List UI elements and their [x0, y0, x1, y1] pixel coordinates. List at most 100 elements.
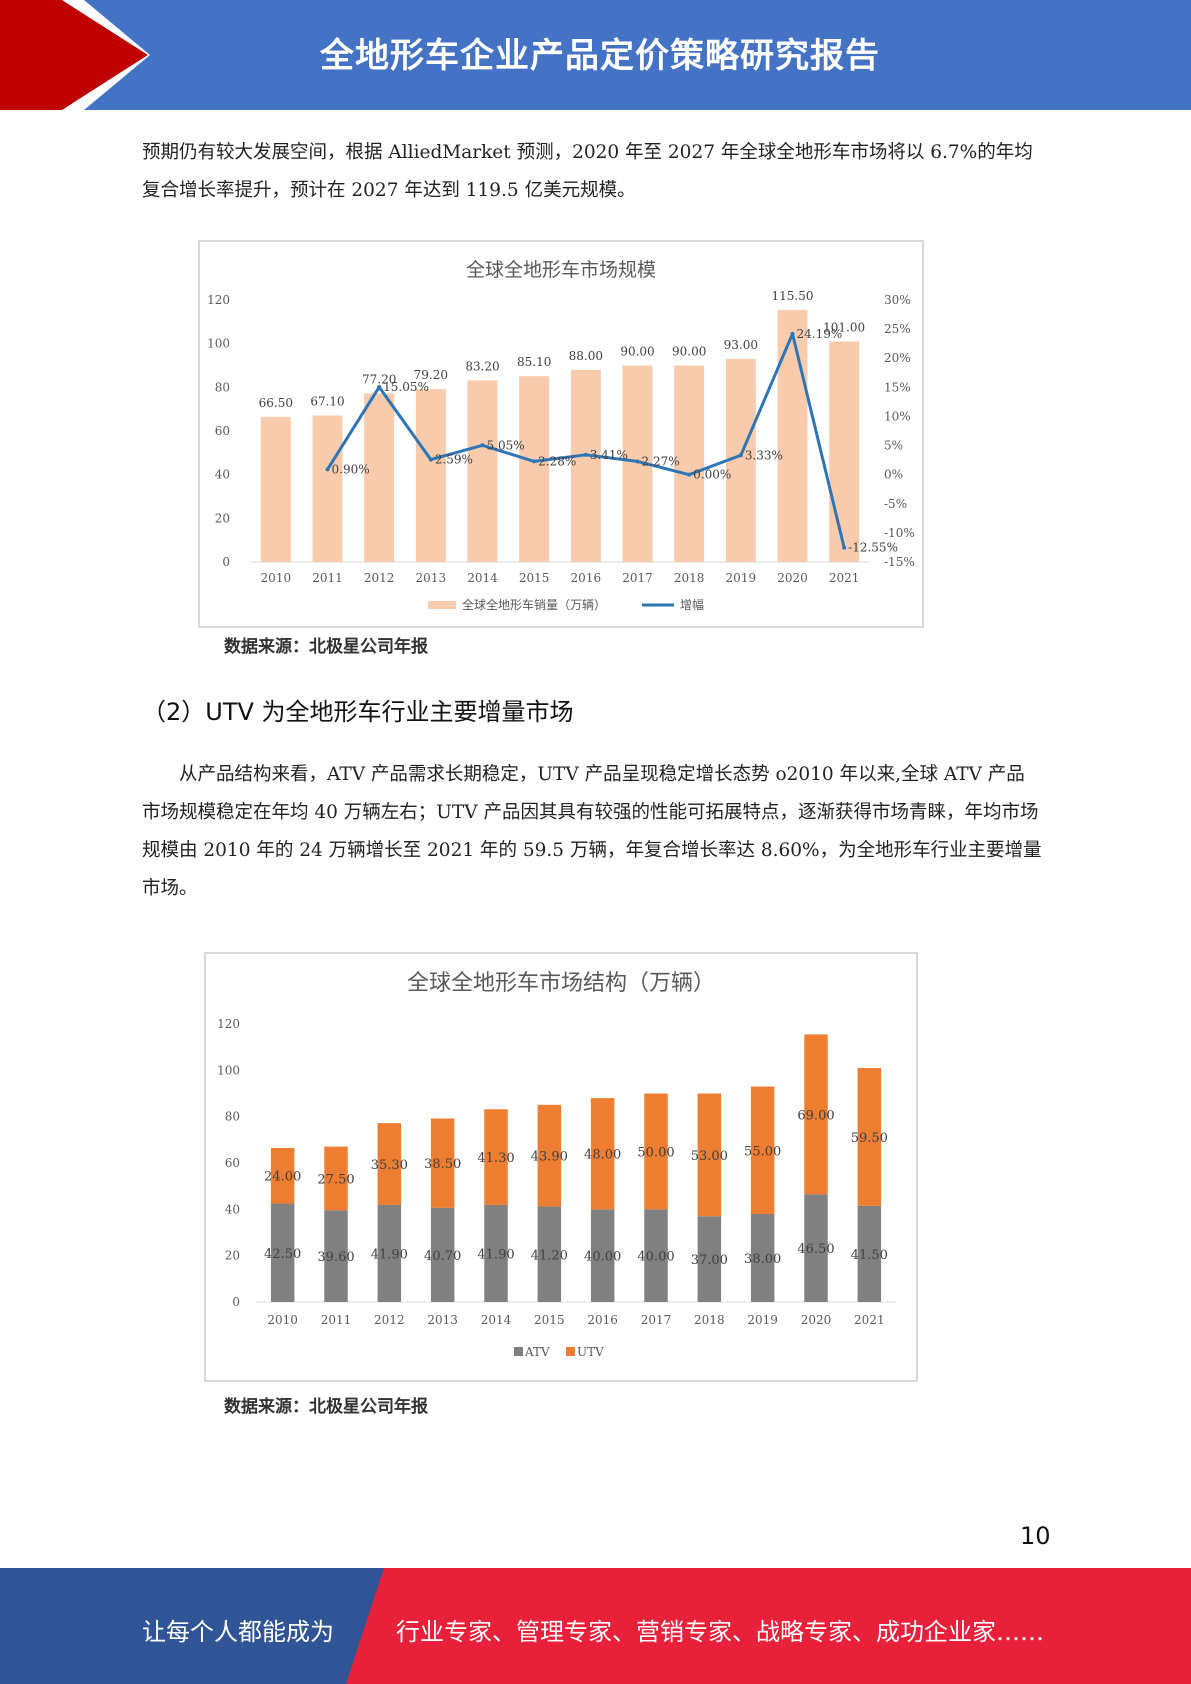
chart1-y2-tick: 5% [884, 439, 903, 453]
chart2-atv-label: 46.50 [797, 1242, 834, 1257]
chart1-growth-point [738, 453, 743, 458]
chart1-growth-point [635, 459, 640, 464]
chart2-atv-label: 41.90 [371, 1247, 408, 1262]
chart2-atv-bar [644, 1209, 668, 1302]
chart2-x-tick: 2020 [801, 1313, 832, 1327]
chart2-atv-label: 38.00 [744, 1252, 781, 1267]
chart1-x-tick: 2015 [519, 571, 550, 585]
chart1-x-tick: 2020 [777, 571, 808, 585]
chart1-bar-label: 90.00 [620, 345, 654, 359]
chart1-bar-label: 83.20 [465, 359, 499, 373]
chart1-y2-tick: 10% [884, 409, 911, 423]
chart2-atv-bar [324, 1210, 348, 1302]
chart2-utv-label: 53.00 [691, 1149, 728, 1164]
chart2-atv-bar [857, 1205, 882, 1302]
intro-paragraph: 预期仍有较大发展空间，根据 AlliedMarket 预测，2020 年至 20… [142, 142, 1033, 201]
section-heading: （2）UTV 为全地形车行业主要增量市场 [142, 698, 574, 726]
chart1-y2-tick: 30% [884, 293, 911, 307]
chart1-x-tick: 2013 [416, 571, 447, 585]
chart1-y-tick: 60 [215, 424, 230, 438]
chart1-y-tick: 100 [207, 337, 230, 351]
chart1-growth-label: 3.41% [590, 448, 628, 462]
chart2-utv-label: 35.30 [371, 1158, 408, 1173]
chart1-x-tick: 2018 [674, 571, 705, 585]
chart2-x-tick: 2021 [854, 1313, 885, 1327]
chart2-y-tick: 120 [217, 1017, 240, 1031]
page-number: 10 [1020, 1522, 1051, 1550]
chart2-utv-bar [804, 1034, 828, 1195]
chart2-utv-label: 55.00 [744, 1144, 781, 1159]
chart1-growth-point [480, 443, 485, 448]
chart1-y2-tick: 20% [884, 351, 911, 365]
chart2-utv-label: 59.50 [851, 1131, 888, 1146]
chart2-atv-label: 39.60 [317, 1250, 354, 1265]
chart1-growth-label: 2.28% [538, 454, 576, 468]
chart1-bar-label: 66.50 [259, 396, 293, 410]
chart1-x-tick: 2017 [622, 571, 653, 585]
chart2-y-tick: 80 [225, 1110, 240, 1124]
chart2-atv-label: 40.00 [637, 1250, 674, 1265]
chart2-atv-label: 41.50 [851, 1248, 888, 1263]
chart2-atv-bar [697, 1216, 722, 1302]
chart2-title: 全球全地形车市场结构（万辆） [407, 971, 715, 996]
chart1-y-tick: 80 [215, 380, 230, 394]
chart2-x-tick: 2013 [427, 1313, 458, 1327]
chart1-legend-bar-swatch [428, 601, 456, 609]
chart2-x-tick: 2011 [321, 1313, 352, 1327]
chart1-x-tick: 2010 [261, 571, 292, 585]
chart1-growth-label: -12.55% [848, 541, 898, 555]
chart2-y-tick: 60 [225, 1156, 240, 1170]
chart2-legend-utv-swatch [566, 1347, 575, 1356]
page-footer: 让每个人都能成为 行业专家、管理专家、营销专家、战略专家、成功企业家…… [0, 1568, 1191, 1684]
chart1-y2-tick: -10% [884, 526, 915, 540]
market-structure-chart: 全球全地形车市场结构（万辆） 0 20 40 60 80 100 120 42.50 24.00 2… [204, 952, 918, 1382]
chart1-source: 数据来源：北极星公司年报 [224, 637, 428, 657]
chart1-y-tick: 20 [215, 511, 230, 525]
chart1-x-tick: 2021 [829, 571, 860, 585]
chart1-bar-label: 101.00 [823, 320, 865, 334]
chart1-bar [415, 389, 446, 562]
chart1-growth-point [428, 457, 433, 462]
chart1-title: 全球全地形车市场规模 [466, 259, 656, 281]
chart2-atv-bar [430, 1207, 455, 1302]
chart2-y-tick: 40 [225, 1202, 240, 1216]
chart2-atv-bar [804, 1194, 828, 1302]
chart2-atv-label: 40.00 [584, 1250, 621, 1265]
chart1-bar [260, 416, 291, 562]
chart2-x-tick: 2014 [481, 1313, 512, 1327]
market-structure-chart-svg: 全球全地形车市场结构（万辆） 0 20 40 60 80 100 120 42.50 24.00 2… [217, 971, 896, 1359]
chart1-bar-label: 85.10 [517, 355, 551, 369]
chart2-legend-utv-label: UTV [577, 1345, 604, 1359]
chart2-atv-label: 37.00 [691, 1253, 728, 1268]
chart1-x-tick: 2014 [467, 571, 498, 585]
chart2-x-tick: 2010 [267, 1313, 298, 1327]
chart2-utv-label: 69.00 [797, 1108, 834, 1123]
chart2-utv-label: 43.90 [531, 1150, 568, 1165]
chart1-x-tick: 2019 [726, 571, 757, 585]
chart2-legend-atv-label: ATV [524, 1345, 550, 1359]
chart1-x-tick: 2011 [312, 571, 343, 585]
chart1-growth-point [377, 385, 382, 390]
chart1-growth-point [325, 467, 330, 472]
chart2-utv-bar [537, 1104, 562, 1207]
chart1-bar [829, 341, 860, 562]
chart2-atv-label: 41.20 [531, 1248, 568, 1263]
chart2-x-tick: 2018 [694, 1313, 725, 1327]
chart1-bar [777, 309, 808, 562]
chart1-growth-label: 0.90% [332, 462, 370, 476]
page-header: 全地形车企业产品定价策略研究报告 [0, 0, 1191, 110]
chart2-x-tick: 2015 [534, 1313, 565, 1327]
chart2-utv-label: 38.50 [424, 1157, 461, 1172]
footer-slogan-left: 让每个人都能成为 [142, 1618, 334, 1646]
chart2-atv-label: 42.50 [264, 1247, 301, 1262]
chart1-growth-label: 2.59% [435, 453, 473, 467]
header-chevron-graphic [0, 0, 150, 110]
chart1-y2-tick: -15% [884, 555, 915, 569]
chart2-utv-bar [377, 1123, 402, 1205]
chart1-y-tick: 40 [215, 468, 230, 482]
chart2-y-tick: 100 [217, 1063, 240, 1077]
footer-slogan-right: 行业专家、管理专家、营销专家、战略专家、成功企业家…… [396, 1618, 1044, 1646]
chart1-bar-label: 93.00 [724, 338, 758, 352]
chart2-utv-label: 41.30 [477, 1151, 514, 1166]
chart1-growth-label: 0.00% [693, 468, 731, 482]
